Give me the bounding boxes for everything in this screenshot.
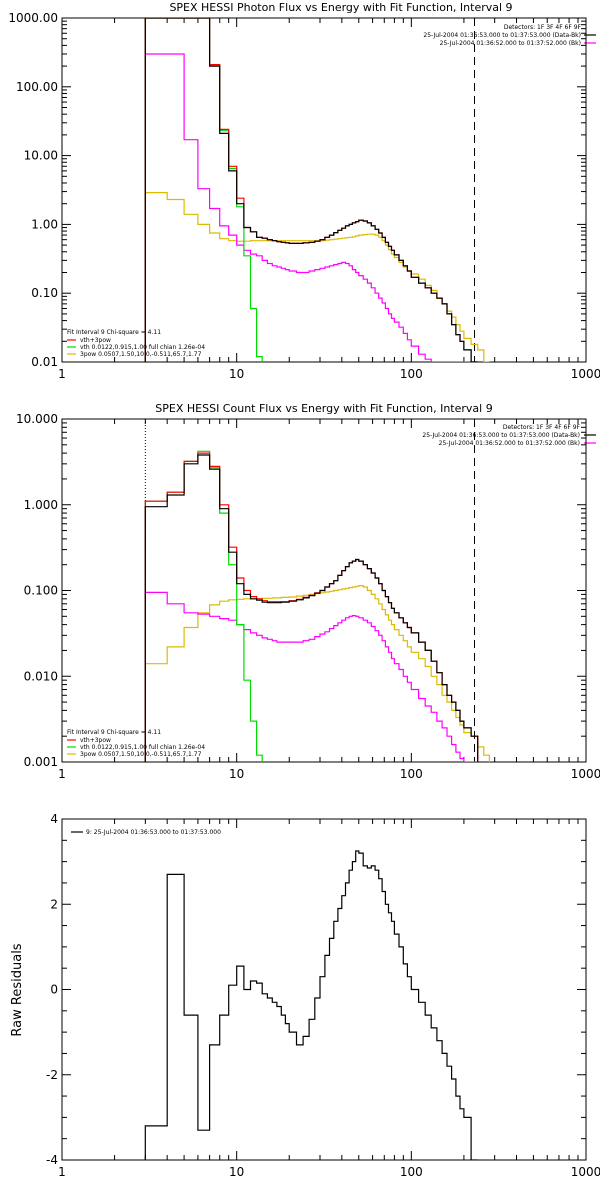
photon-fit-interval: Fit Interval 9 Chi-square = 4.11 [67,329,161,336]
photon-x-tick-label: 1 [58,367,66,381]
residuals-x-tick-label: 1 [58,1165,66,1179]
residuals-plot-frame [61,818,587,1161]
photon-header-bk-interval: 25-Jul-2004 01:36:52.000 to 01:37:52.000… [440,40,581,47]
residuals-x-tick-label: 1000 [571,1165,600,1179]
count-x-tick-label: 10 [229,767,244,781]
residuals-x-tick-label: 100 [400,1165,423,1179]
count-x-tick-label: 1000 [571,767,600,781]
count-y-tick-label: 1.000 [24,498,58,512]
count-series-total [144,454,479,762]
count-y-tick-label: 0.001 [24,755,58,769]
photon-x-tick-label: 10 [229,367,244,381]
residuals-plot: Raw Residuals 9: 25-Jul-2004 01:36:53.00… [10,812,600,1179]
photon-legend-sum: vth+3pow [80,337,111,344]
photon-series-total [144,18,478,362]
count-series-bk [144,591,478,762]
photon-legend-pow: 3pow 0.0507,1.50,10.0,-0.511,65.7,1.77 [80,351,202,358]
photon-series-bk [144,53,478,362]
count-series-pow [144,585,490,762]
count-legend-pow: 3pow 0.0507,1.50,10.0,-0.511,65.7,1.77 [80,751,202,758]
residuals-x-tick-label: 10 [229,1165,244,1179]
photon-flux-plot: SPEX HESSI Photon Flux vs Energy with Fi… [8,1,600,381]
residuals-y-tick-label: -4 [46,1153,58,1167]
count-series-sum [144,452,479,762]
count-header-detectors: Detectors: 1F 3F 4F 6F 9F [503,424,581,431]
count-x-tick-label: 100 [400,767,423,781]
photon-y-tick-label: 10.00 [24,149,58,163]
photon-y-tick-label: 0.01 [31,355,58,369]
photon-y-tick-label: 1000.00 [8,11,58,25]
photon-y-tick-label: 0.10 [31,286,58,300]
count-legend-sum: vth+3pow [80,737,111,744]
count-x-tick-label: 1 [58,767,66,781]
residuals-ylabel: Raw Residuals [10,943,25,1036]
count-y-tick-label: 10.000 [16,412,58,426]
photon-flux-title: SPEX HESSI Photon Flux vs Energy with Fi… [169,1,512,14]
photon-y-tick-label: 1.00 [31,217,58,231]
photon-legend-vth: vth 0.0122,0.915,1.00 full chian 1.26e-0… [80,344,205,351]
count-header-data-interval: 25-Jul-2004 01:36:53.000 to 01:37:53.000… [422,432,580,439]
photon-header-data-interval: 25-Jul-2004 01:36:53.000 to 01:37:53.000… [423,32,581,39]
residuals-legend-label: 9: 25-Jul-2004 01:36:53.000 to 01:37:53.… [86,829,221,836]
photon-series-sum [144,18,478,362]
residuals-y-tick-label: 0 [50,983,58,997]
count-y-tick-label: 0.100 [24,584,58,598]
photon-series-vth [144,18,263,362]
count-series-vth [144,450,263,762]
count-flux-title: SPEX HESSI Count Flux vs Energy with Fit… [155,402,492,415]
count-y-tick-label: 0.010 [24,669,58,683]
photon-x-tick-label: 1000 [571,367,600,381]
count-legend-vth: vth 0.0122,0.915,1.00 full chian 1.26e-0… [80,744,205,751]
residuals-series-total [144,850,478,1160]
count-flux-plot: SPEX HESSI Count Flux vs Energy with Fit… [16,402,600,781]
photon-plot-frame [61,17,587,363]
photon-y-tick-label: 100.00 [16,80,58,94]
residuals-y-tick-label: 4 [50,812,58,826]
photon-x-tick-label: 100 [400,367,423,381]
residuals-y-tick-label: -2 [46,1068,58,1082]
residuals-y-tick-label: 2 [50,897,58,911]
photon-header-detectors: Detectors: 1F 3F 4F 6F 9F [504,24,582,31]
count-header-bk-interval: 25-Jul-2004 01:36:52.000 to 01:37:52.000… [439,440,580,447]
count-fit-interval: Fit Interval 9 Chi-square = 4.11 [67,729,161,736]
photon-series-pow [144,192,490,362]
